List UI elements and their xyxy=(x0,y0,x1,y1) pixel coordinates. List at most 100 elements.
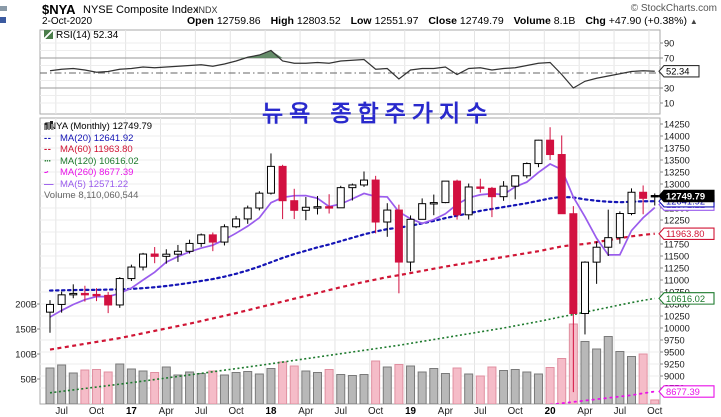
low-label: Low xyxy=(350,15,372,27)
svg-text:12250: 12250 xyxy=(664,215,690,225)
exchange-label: INDX xyxy=(196,5,218,15)
svg-text:52.34: 52.34 xyxy=(666,66,689,77)
quote-date: 2-Oct-2020 xyxy=(42,16,93,27)
ma20-line-glyph: - - xyxy=(44,132,51,144)
svg-text:14250: 14250 xyxy=(664,119,690,129)
svg-text:Jul: Jul xyxy=(195,406,208,417)
svg-text:Oct: Oct xyxy=(508,406,524,417)
svg-text:11750: 11750 xyxy=(664,239,689,249)
svg-text:Oct: Oct xyxy=(89,406,105,417)
chg-value: +47.90 (+0.38%) xyxy=(608,15,687,27)
svg-text:17: 17 xyxy=(126,406,137,417)
chg-label: Chg xyxy=(585,15,606,27)
ma60-line-glyph: - - xyxy=(44,144,51,155)
svg-text:Apr: Apr xyxy=(159,406,175,417)
price-flag: 12749.79 xyxy=(658,189,715,203)
svg-text:Apr: Apr xyxy=(298,406,314,417)
legend-ma120-text: MA(120) 10616.02 xyxy=(60,155,139,167)
rsi-legend: RSI(14) 52.34 xyxy=(44,30,118,41)
svg-text:9750: 9750 xyxy=(664,335,685,345)
svg-text:50B: 50B xyxy=(20,374,37,384)
svg-text:Oct: Oct xyxy=(368,406,384,417)
legend-main-text: $NYA (Monthly) 12749.79 xyxy=(44,121,153,132)
svg-text:90: 90 xyxy=(664,38,674,48)
svg-text:Jul: Jul xyxy=(614,406,627,417)
volume-bars xyxy=(45,323,660,404)
volume-value: 8.1B xyxy=(553,15,576,27)
svg-text:18: 18 xyxy=(266,406,277,417)
symbol-title: $NYA xyxy=(42,2,76,17)
ma260-line-glyph: -· xyxy=(44,167,49,178)
gridlines xyxy=(40,30,660,404)
chart-legend: $NYA (Monthly) 12749.79 - - MA(20) 12641.… xyxy=(44,121,152,202)
legend-ma60-text: MA(60) 11963.80 xyxy=(60,144,133,155)
svg-text:Jul: Jul xyxy=(474,406,487,417)
legend-ma260-text: MA(260) 8677.39 xyxy=(60,167,134,178)
price-flag: 8677.39 xyxy=(658,385,715,398)
svg-text:150B: 150B xyxy=(15,324,37,334)
chg-up-arrow-icon: ▲ xyxy=(689,17,698,26)
svg-text:13500: 13500 xyxy=(664,155,690,165)
svg-text:11500: 11500 xyxy=(664,251,689,261)
volume-label: Volume xyxy=(513,15,551,27)
legend-main-row: $NYA (Monthly) 12749.79 xyxy=(44,121,152,133)
svg-text:Jul: Jul xyxy=(334,406,347,417)
svg-text:13250: 13250 xyxy=(664,167,690,177)
svg-text:Oct: Oct xyxy=(228,406,244,417)
svg-text:9500: 9500 xyxy=(664,347,685,357)
legend-ma260-row: -· MA(260) 8677.39 xyxy=(44,167,152,179)
screen-edge-artifact-icon xyxy=(0,6,7,11)
high-value: 12803.52 xyxy=(296,15,341,27)
legend-volume-row: Volume 8,110,060,544 xyxy=(44,122,152,202)
close-value: 12749.79 xyxy=(459,15,504,27)
svg-text:12749.79: 12749.79 xyxy=(666,190,705,201)
close-label: Close xyxy=(428,15,457,27)
svg-text:70: 70 xyxy=(664,53,674,63)
screen-edge-artifact-icon xyxy=(0,17,6,23)
rsi-plot xyxy=(49,49,655,89)
indicator-icon xyxy=(44,30,53,39)
legend-ma60-row: - - MA(60) 11963.80 xyxy=(44,144,152,156)
svg-text:11963.80: 11963.80 xyxy=(666,228,704,239)
price-flag: 11963.80 xyxy=(658,227,715,240)
open-value: 12759.86 xyxy=(216,15,261,27)
legend-ma20-row: - - MA(20) 12641.92 xyxy=(44,133,152,145)
legend-ma5-row: — MA(5) 12571.22 xyxy=(44,179,152,191)
svg-text:8677.39: 8677.39 xyxy=(666,386,700,397)
svg-text:19: 19 xyxy=(405,406,416,417)
panel-frames xyxy=(39,29,661,405)
rsi-legend-text: RSI(14) 52.34 xyxy=(56,30,119,41)
ohlc-quote-row: Open 12759.86 High 12803.52 Low 12551.97 Cl… xyxy=(180,15,698,27)
ma120-line-glyph: ··· xyxy=(44,155,52,167)
high-label: High xyxy=(270,15,294,27)
index-name: NYSE Composite Index xyxy=(83,4,199,16)
svg-text:100B: 100B xyxy=(15,349,37,359)
svg-text:Apr: Apr xyxy=(438,406,454,417)
svg-text:Apr: Apr xyxy=(577,406,593,417)
svg-text:10616.02: 10616.02 xyxy=(666,293,705,304)
legend-volume-text: Volume 8,110,060,544 xyxy=(44,190,139,201)
svg-text:9250: 9250 xyxy=(664,359,685,369)
candlesticks xyxy=(46,127,659,393)
svg-text:200B: 200B xyxy=(15,299,37,309)
svg-text:10000: 10000 xyxy=(664,323,690,333)
legend-ma5-text: MA(5) 12571.22 xyxy=(60,178,129,190)
svg-text:Oct: Oct xyxy=(647,406,663,417)
korean-annotation: 뉴욕 종합주가지수 xyxy=(262,100,494,127)
legend-ma120-row: ··· MA(120) 10616.02 xyxy=(44,156,152,168)
svg-text:20: 20 xyxy=(545,406,556,417)
open-label: Open xyxy=(187,15,214,27)
price-flag: 10616.02 xyxy=(658,292,715,305)
price-flag: 52.34 xyxy=(658,64,700,78)
svg-text:14000: 14000 xyxy=(664,131,690,141)
svg-text:11250: 11250 xyxy=(664,263,689,273)
svg-text:10250: 10250 xyxy=(664,311,690,321)
low-value: 12551.97 xyxy=(374,15,419,27)
svg-text:10: 10 xyxy=(664,98,674,108)
svg-text:13000: 13000 xyxy=(664,179,690,189)
svg-text:9000: 9000 xyxy=(664,371,685,381)
ma5-line-glyph: — xyxy=(44,178,54,190)
svg-text:30: 30 xyxy=(664,83,674,93)
